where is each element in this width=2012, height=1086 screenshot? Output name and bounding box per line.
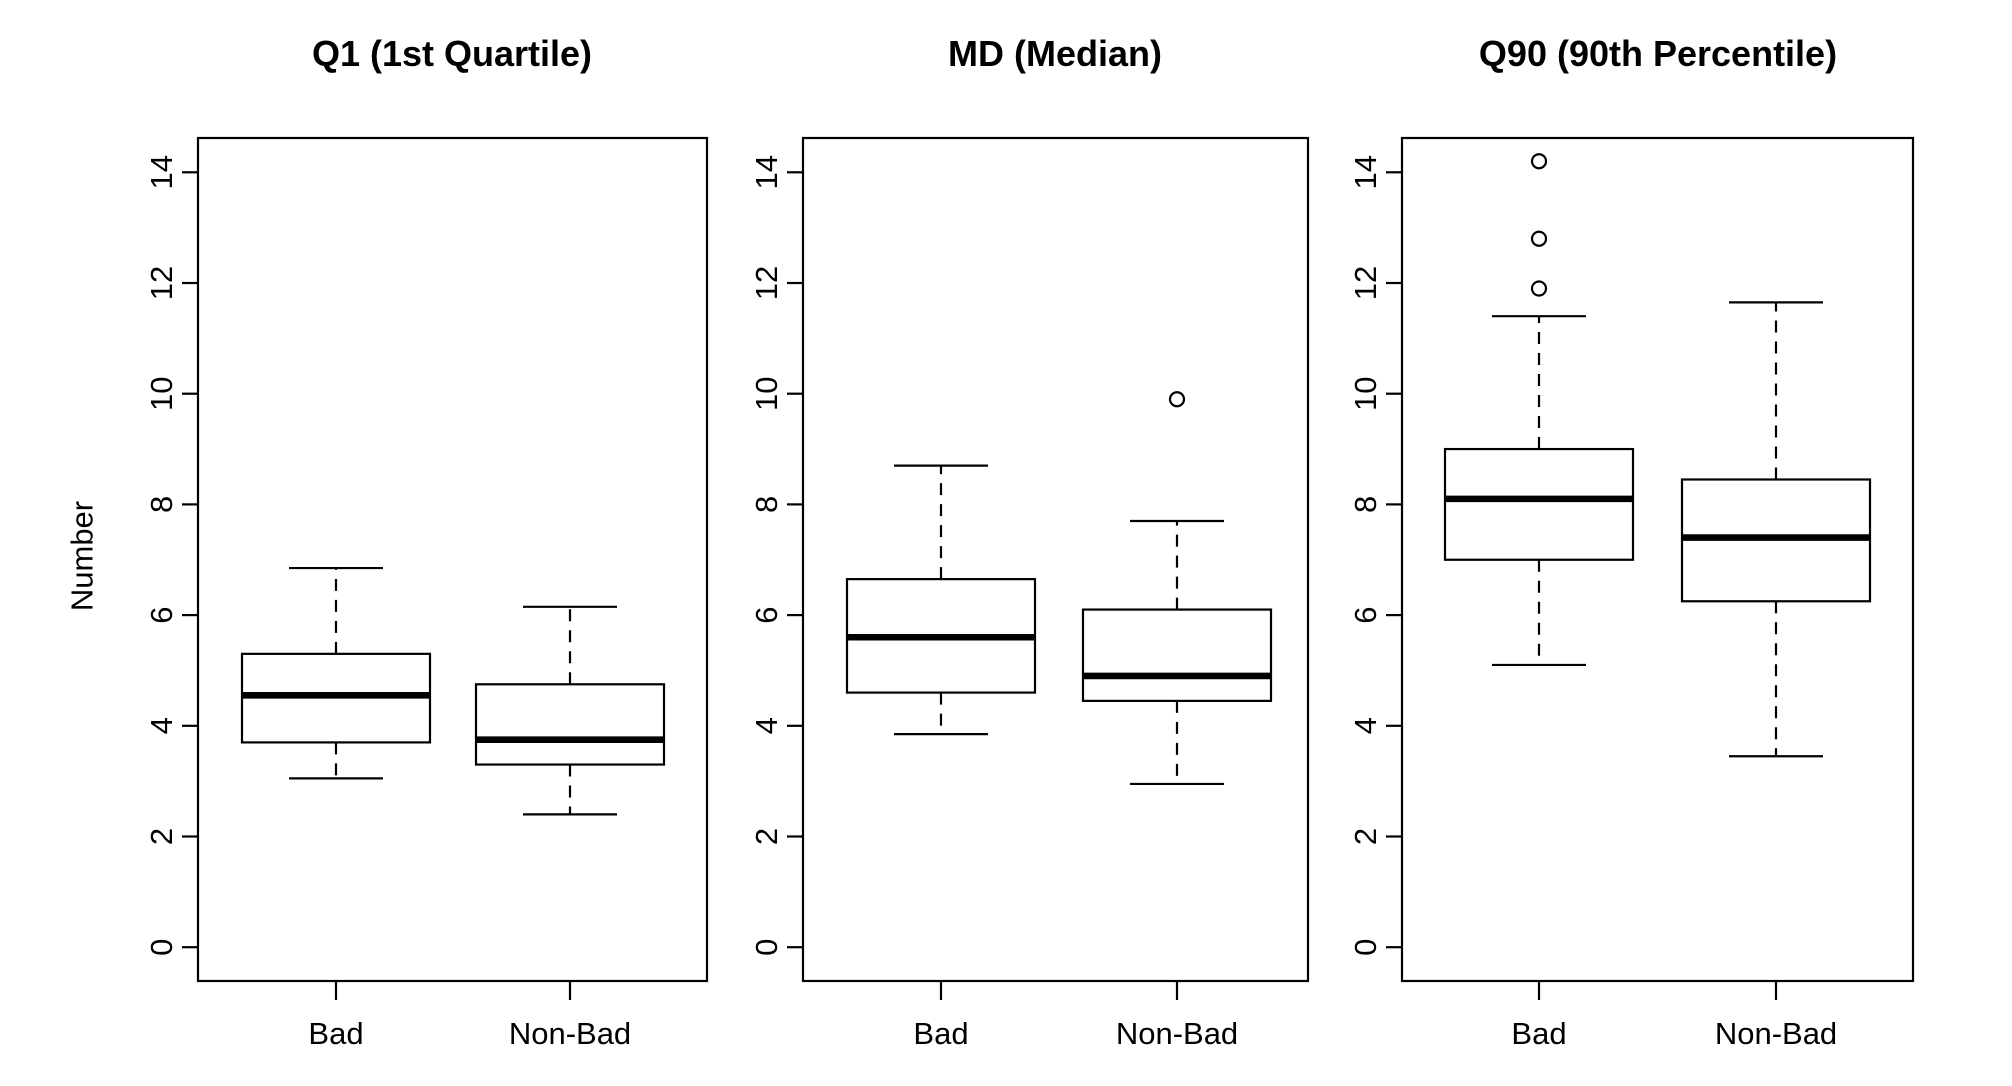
y-tick-label: 10 <box>144 376 179 410</box>
y-tick-label: 2 <box>749 828 784 845</box>
panel2-category-label-bad: Bad <box>913 1016 969 1051</box>
y-tick-label: 14 <box>144 155 179 189</box>
panel3-title: Q90 (90th Percentile) <box>1478 33 1838 74</box>
panel1-category-label-nonbad: Non-Bad <box>508 1016 632 1051</box>
y-tick-label: 0 <box>749 939 784 956</box>
y-axis-label: Number <box>64 500 100 612</box>
y-tick-label: 14 <box>749 155 784 189</box>
y-tick-label: 10 <box>749 376 784 410</box>
y-tick-label: 10 <box>1348 376 1383 410</box>
y-tick-label: 8 <box>144 496 179 513</box>
y-tick-label: 2 <box>1348 828 1383 845</box>
outlier-point <box>1168 391 1186 408</box>
y-tick-label: 6 <box>1348 606 1383 623</box>
y-tick-label: 8 <box>1348 496 1383 513</box>
panel3-category-label-nonbad: Non-Bad <box>1714 1016 1838 1051</box>
panel-3: 0 2 4 6 8 10 12 14 <box>1348 136 1915 1000</box>
y-tick-label: 14 <box>1348 155 1383 189</box>
y-tick-label: 4 <box>144 717 179 734</box>
plot-border <box>1400 136 1915 983</box>
boxplot-non-bad <box>474 605 666 1000</box>
boxplot-bad <box>240 566 432 1000</box>
plot-border <box>196 136 709 983</box>
y-tick-label: 6 <box>144 606 179 623</box>
y-tick-label: 6 <box>749 606 784 623</box>
y-tick-label: 4 <box>1348 717 1383 734</box>
panel2-category-label-nonbad: Non-Bad <box>1115 1016 1239 1051</box>
panel1-category-label-bad: Bad <box>308 1016 364 1051</box>
iqr-box <box>474 683 666 766</box>
panel-2: 0 2 4 6 8 10 12 14 <box>749 136 1310 1000</box>
boxplot-bad <box>845 464 1037 1000</box>
boxplot-bad <box>1443 153 1635 1000</box>
panel2-title: MD (Median) <box>948 33 1162 74</box>
iqr-box <box>1081 608 1273 702</box>
y-tick-label: 12 <box>749 266 784 300</box>
y-tick-label: 0 <box>144 939 179 956</box>
boxplot-non-bad <box>1680 301 1872 1000</box>
panel3-category-label-bad: Bad <box>1511 1016 1567 1051</box>
y-tick-label: 12 <box>1348 266 1383 300</box>
iqr-box <box>1443 447 1635 561</box>
plot-border <box>801 136 1310 983</box>
outlier-point <box>1530 153 1548 170</box>
y-tick-label: 0 <box>1348 939 1383 956</box>
y-tick-label: 8 <box>749 496 784 513</box>
panel-1: 0 2 4 6 8 10 12 14 <box>144 136 709 1000</box>
y-tick-label: 12 <box>144 266 179 300</box>
outlier-point <box>1530 280 1548 297</box>
y-tick-label: 4 <box>749 717 784 734</box>
boxplot-non-bad <box>1081 391 1273 1000</box>
panel1-title: Q1 (1st Quartile) <box>311 33 593 74</box>
outlier-point <box>1530 230 1548 247</box>
y-tick-label: 2 <box>144 828 179 845</box>
